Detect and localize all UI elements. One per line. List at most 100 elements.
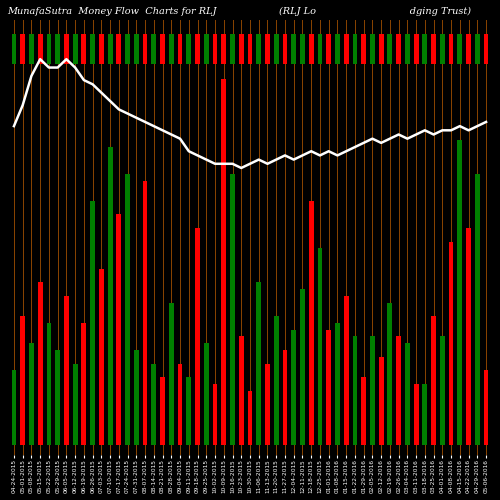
Bar [239, 336, 244, 445]
Bar [265, 364, 270, 445]
Bar [300, 34, 305, 64]
Bar [222, 34, 226, 64]
Bar [230, 34, 235, 64]
Bar [55, 34, 60, 64]
Bar [20, 34, 25, 64]
Bar [274, 316, 278, 445]
Bar [116, 34, 121, 64]
Bar [152, 364, 156, 445]
Bar [362, 34, 366, 64]
Bar [458, 34, 462, 64]
Bar [212, 384, 218, 445]
Bar [378, 357, 384, 445]
Bar [309, 201, 314, 445]
Bar [195, 228, 200, 445]
Bar [160, 377, 165, 445]
Bar [405, 34, 410, 64]
Bar [265, 34, 270, 64]
Bar [344, 296, 348, 445]
Bar [388, 34, 392, 64]
Bar [414, 34, 418, 64]
Bar [99, 34, 104, 64]
Bar [12, 34, 16, 64]
Bar [64, 296, 69, 445]
Bar [466, 228, 471, 445]
Bar [90, 34, 95, 64]
Bar [396, 34, 401, 64]
Bar [29, 34, 34, 64]
Bar [108, 146, 112, 445]
Bar [178, 34, 182, 64]
Bar [55, 350, 60, 445]
Bar [440, 34, 445, 64]
Bar [125, 174, 130, 445]
Bar [326, 34, 331, 64]
Bar [362, 377, 366, 445]
Bar [256, 34, 261, 64]
Bar [12, 370, 16, 445]
Bar [248, 390, 252, 445]
Bar [335, 34, 340, 64]
Bar [335, 323, 340, 445]
Bar [282, 34, 288, 64]
Bar [230, 174, 235, 445]
Bar [422, 384, 428, 445]
Bar [82, 323, 86, 445]
Bar [431, 34, 436, 64]
Bar [440, 336, 445, 445]
Bar [448, 242, 454, 445]
Bar [20, 316, 25, 445]
Bar [99, 268, 104, 445]
Bar [195, 34, 200, 64]
Bar [178, 364, 182, 445]
Bar [370, 34, 375, 64]
Bar [142, 180, 148, 445]
Bar [38, 282, 42, 445]
Bar [318, 248, 322, 445]
Bar [300, 289, 305, 445]
Bar [212, 34, 218, 64]
Bar [169, 302, 173, 445]
Bar [292, 330, 296, 445]
Bar [134, 34, 138, 64]
Bar [414, 384, 418, 445]
Bar [134, 350, 138, 445]
Text: MunafaSutra  Money Flow  Charts for RLJ                    (RLJ Lo              : MunafaSutra Money Flow Charts for RLJ (R… [7, 7, 471, 16]
Bar [72, 364, 78, 445]
Bar [344, 34, 348, 64]
Bar [125, 34, 130, 64]
Bar [370, 336, 375, 445]
Bar [431, 316, 436, 445]
Bar [448, 34, 454, 64]
Bar [152, 34, 156, 64]
Bar [292, 34, 296, 64]
Bar [405, 343, 410, 445]
Bar [466, 34, 471, 64]
Bar [186, 34, 191, 64]
Bar [396, 336, 401, 445]
Bar [352, 336, 358, 445]
Bar [46, 34, 52, 64]
Bar [169, 34, 173, 64]
Bar [388, 302, 392, 445]
Bar [309, 34, 314, 64]
Bar [72, 34, 78, 64]
Bar [318, 34, 322, 64]
Bar [326, 330, 331, 445]
Bar [378, 34, 384, 64]
Bar [38, 34, 42, 64]
Bar [274, 34, 278, 64]
Bar [64, 34, 69, 64]
Bar [204, 34, 208, 64]
Bar [160, 34, 165, 64]
Bar [282, 350, 288, 445]
Bar [29, 343, 34, 445]
Bar [204, 343, 208, 445]
Bar [248, 34, 252, 64]
Bar [422, 34, 428, 64]
Bar [222, 79, 226, 445]
Bar [484, 370, 488, 445]
Bar [352, 34, 358, 64]
Bar [475, 174, 480, 445]
Bar [142, 34, 148, 64]
